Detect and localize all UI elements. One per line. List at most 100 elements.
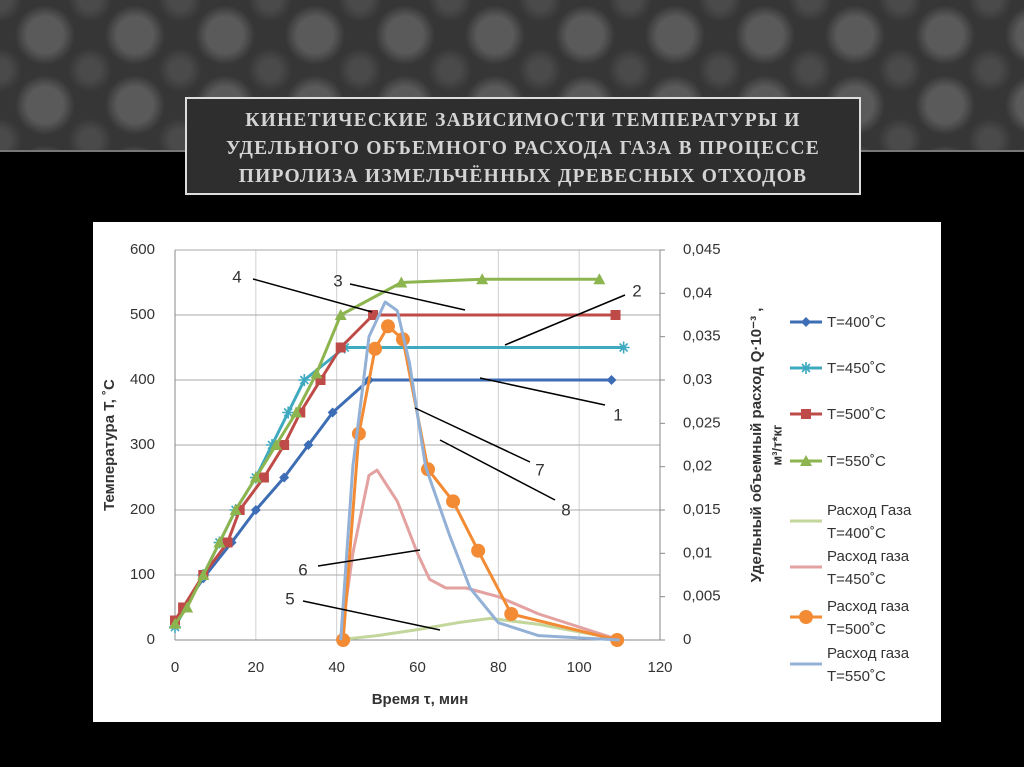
marker bbox=[801, 317, 811, 327]
y-tick-label: 500 bbox=[130, 306, 155, 323]
x-tick-label: 80 bbox=[490, 659, 507, 676]
marker bbox=[395, 276, 408, 288]
marker bbox=[380, 319, 395, 334]
marker bbox=[801, 409, 811, 419]
marker bbox=[368, 341, 383, 356]
marker bbox=[471, 543, 486, 558]
y2-tick-label: 0,005 bbox=[683, 588, 721, 605]
legend-label: Расход газа T=450˚C bbox=[827, 548, 910, 588]
y2-tick-label: 0,035 bbox=[683, 328, 721, 345]
marker bbox=[476, 273, 489, 285]
y2-tick-label: 0,025 bbox=[683, 414, 721, 431]
background bbox=[0, 0, 1024, 152]
marker bbox=[800, 362, 812, 374]
marker bbox=[593, 273, 606, 285]
leader-line bbox=[252, 278, 373, 313]
x-axis-title: Время τ, мин bbox=[372, 691, 469, 708]
annotation: 7 bbox=[535, 460, 544, 479]
y-tick-label: 600 bbox=[130, 241, 155, 258]
marker bbox=[181, 601, 194, 613]
series-line bbox=[339, 300, 620, 642]
legend-label: Расход газа T=550˚C bbox=[827, 645, 910, 685]
leader-line bbox=[349, 283, 466, 311]
y2-tick-label: 0,015 bbox=[683, 501, 721, 518]
x-tick-label: 20 bbox=[247, 659, 264, 676]
marker bbox=[446, 494, 461, 509]
y-axis-title: Температура T, ˚C bbox=[101, 379, 118, 511]
marker bbox=[335, 342, 346, 353]
leader-line bbox=[439, 439, 556, 501]
marker bbox=[290, 406, 303, 418]
marker bbox=[169, 617, 181, 629]
legend-label: T=450˚C bbox=[827, 360, 886, 377]
marker bbox=[799, 610, 813, 624]
y2-tick-label: 0,045 bbox=[683, 241, 721, 258]
marker bbox=[266, 439, 278, 451]
y2-tick-label: 0,01 bbox=[683, 544, 712, 561]
marker bbox=[610, 310, 621, 320]
marker bbox=[229, 504, 242, 515]
legend-label: Расход Газа T=400˚C bbox=[827, 502, 912, 542]
x-tick-label: 120 bbox=[647, 659, 672, 676]
marker bbox=[197, 569, 210, 580]
marker bbox=[310, 367, 323, 379]
series-line bbox=[173, 346, 624, 628]
x-tick-label: 60 bbox=[409, 659, 426, 676]
marker bbox=[249, 471, 262, 483]
annotation: 1 bbox=[613, 405, 622, 424]
y-tick-label: 200 bbox=[130, 501, 155, 518]
legend-label: T=500˚C bbox=[827, 406, 886, 423]
marker bbox=[368, 310, 379, 320]
slide-title: КИНЕТИЧЕСКИЕ ЗАВИСИМОСТИ ТЕМПЕРАТУРЫ И У… bbox=[185, 97, 861, 195]
marker bbox=[327, 407, 338, 418]
marker bbox=[178, 602, 189, 613]
marker bbox=[606, 375, 617, 385]
y-tick-label: 300 bbox=[130, 436, 155, 453]
y-tick-label: 0 bbox=[147, 631, 155, 648]
annotation: 2 bbox=[632, 281, 641, 300]
legend-label: T=550˚C bbox=[827, 453, 886, 470]
x-tick-label: 0 bbox=[171, 659, 179, 676]
leader-line bbox=[414, 407, 531, 463]
legend-label: Расход газа T=500˚C bbox=[827, 598, 910, 638]
y2-tick-label: 0,02 bbox=[683, 458, 712, 475]
series-line bbox=[336, 616, 600, 642]
y-tick-label: 100 bbox=[130, 566, 155, 583]
annotation: 4 bbox=[232, 267, 241, 286]
y2-tick-label: 0 bbox=[683, 631, 691, 648]
annotation: 6 bbox=[298, 560, 307, 579]
legend-label: T=400˚C bbox=[827, 314, 886, 331]
marker bbox=[617, 341, 630, 354]
leader-line bbox=[302, 600, 441, 631]
y-tick-label: 400 bbox=[130, 371, 155, 388]
annotation: 5 bbox=[285, 589, 294, 608]
marker bbox=[800, 455, 812, 466]
marker bbox=[258, 472, 269, 483]
marker bbox=[295, 407, 306, 418]
marker bbox=[504, 607, 519, 621]
leader-line bbox=[504, 294, 626, 346]
marker bbox=[250, 505, 261, 515]
marker bbox=[334, 309, 347, 320]
chart-panel bbox=[93, 222, 941, 722]
leader-line bbox=[479, 377, 606, 406]
marker bbox=[222, 537, 233, 548]
marker bbox=[336, 633, 351, 647]
y2-axis-title: м³/т*кг bbox=[769, 424, 784, 465]
annotation: 8 bbox=[561, 500, 570, 519]
marker bbox=[270, 439, 283, 450]
marker bbox=[279, 440, 290, 450]
marker bbox=[234, 505, 245, 515]
marker bbox=[298, 374, 311, 386]
marker bbox=[279, 472, 290, 483]
marker bbox=[213, 536, 226, 548]
annotation: 3 bbox=[333, 271, 342, 290]
marker bbox=[282, 406, 295, 419]
marker bbox=[315, 375, 326, 385]
y2-axis-title: Удельный объемный расход Q·10⁻³ , bbox=[748, 308, 765, 583]
x-tick-label: 100 bbox=[567, 659, 592, 676]
marker bbox=[303, 440, 314, 450]
x-tick-label: 40 bbox=[328, 659, 345, 676]
